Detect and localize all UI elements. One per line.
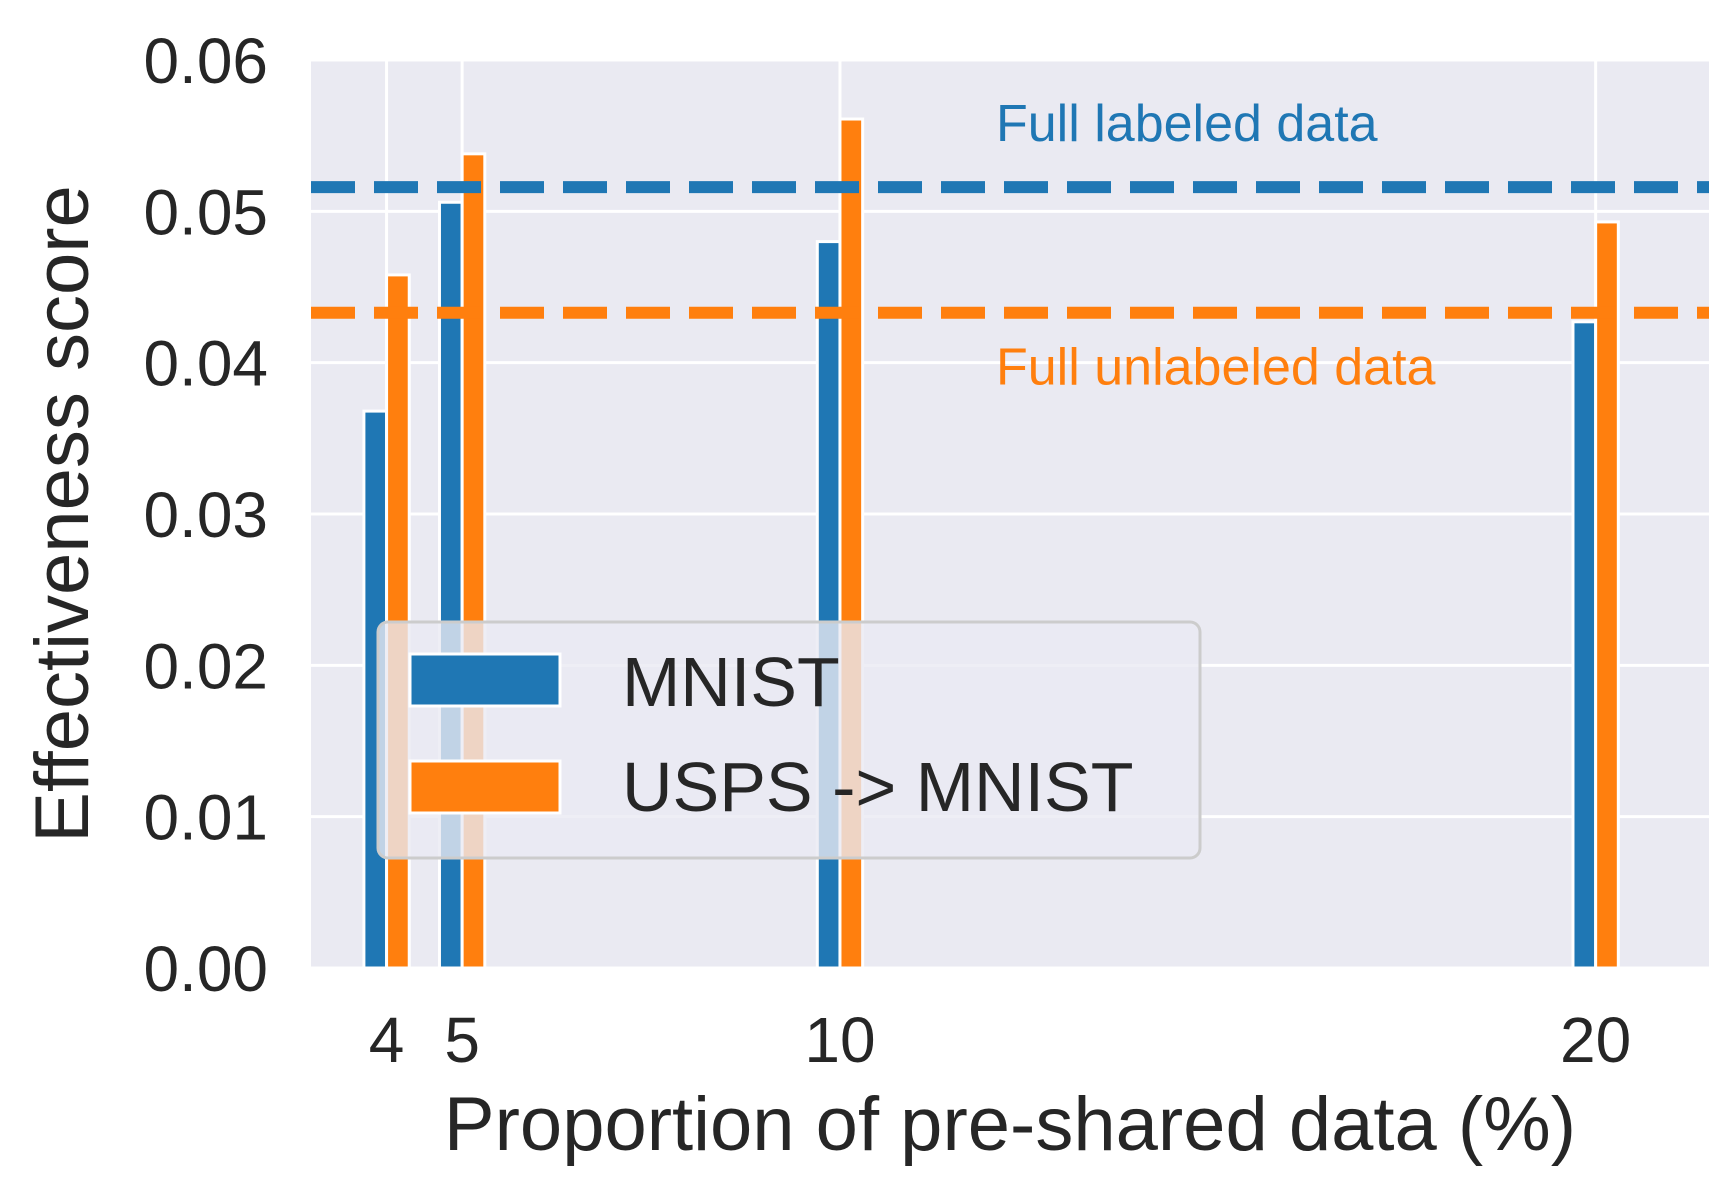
y-tick-label-4: 0.04 bbox=[143, 328, 268, 400]
y-tick-label-3: 0.03 bbox=[143, 479, 268, 551]
x-tick-label-0: 4 bbox=[369, 1004, 405, 1076]
x-axis-ticks: 4 5 10 20 bbox=[369, 1004, 1631, 1076]
reference-lines: Full labeled data Full unlabeled data bbox=[311, 95, 1709, 397]
bar-usps-mnist-20 bbox=[1594, 220, 1620, 970]
ref-label-0: Full labeled data bbox=[996, 95, 1378, 153]
legend-swatch-mnist bbox=[408, 652, 562, 708]
y-tick-label-1: 0.01 bbox=[143, 782, 268, 854]
legend-box bbox=[376, 620, 1202, 860]
y-axis-title: Effectiveness score bbox=[20, 185, 105, 843]
legend-swatch-usps-mnist bbox=[408, 759, 562, 815]
y-tick-label-5: 0.05 bbox=[143, 176, 268, 248]
legend: MNIST USPS -> MNIST bbox=[376, 620, 1202, 860]
ref-label-1: Full unlabeled data bbox=[996, 339, 1436, 397]
y-axis-ticks: 0.00 0.01 0.02 0.03 0.04 0.05 0.06 bbox=[143, 25, 268, 1005]
y-tick-label-2: 0.02 bbox=[143, 630, 268, 702]
y-tick-label-6: 0.06 bbox=[143, 25, 268, 97]
x-tick-label-2: 10 bbox=[804, 1004, 875, 1076]
x-axis-title: Proportion of pre-shared data (%) bbox=[444, 1082, 1576, 1167]
x-tick-label-3: 20 bbox=[1560, 1004, 1631, 1076]
bar-mnist-20 bbox=[1571, 320, 1598, 970]
x-tick-label-1: 5 bbox=[444, 1004, 480, 1076]
legend-label-mnist: MNIST bbox=[622, 643, 840, 721]
legend-label-usps-mnist: USPS -> MNIST bbox=[622, 748, 1133, 826]
y-tick-label-0: 0.00 bbox=[143, 933, 268, 1005]
